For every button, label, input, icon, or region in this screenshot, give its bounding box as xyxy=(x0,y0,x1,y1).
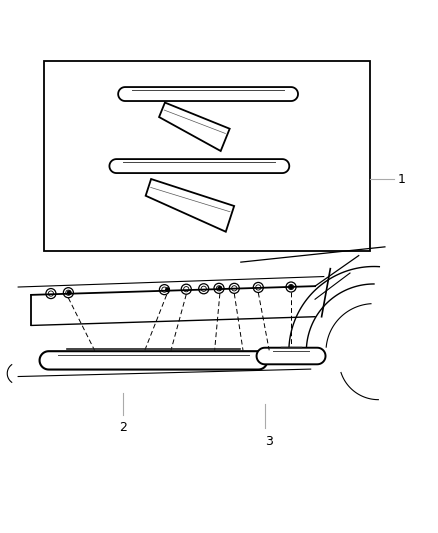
Text: 3: 3 xyxy=(265,434,273,448)
Circle shape xyxy=(289,285,293,289)
Polygon shape xyxy=(118,87,298,101)
Circle shape xyxy=(67,291,71,294)
Polygon shape xyxy=(146,179,234,232)
Polygon shape xyxy=(110,159,289,173)
Polygon shape xyxy=(39,351,268,369)
Circle shape xyxy=(218,287,222,290)
Circle shape xyxy=(166,288,169,292)
Polygon shape xyxy=(257,348,325,364)
Text: 1: 1 xyxy=(398,173,406,185)
Polygon shape xyxy=(159,102,230,151)
Text: 2: 2 xyxy=(119,422,127,434)
Bar xyxy=(44,61,370,251)
